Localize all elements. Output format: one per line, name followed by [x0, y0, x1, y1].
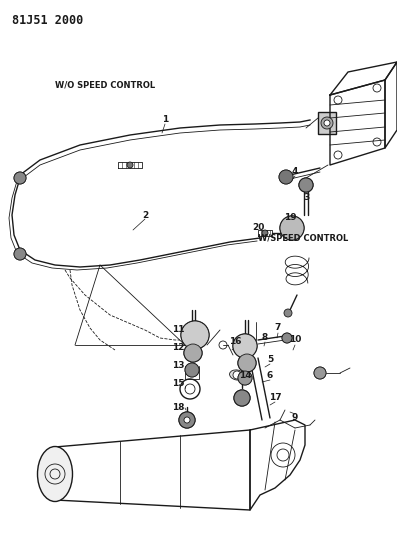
Ellipse shape: [37, 447, 73, 502]
Circle shape: [243, 359, 251, 367]
Text: 3: 3: [304, 193, 310, 203]
Text: 10: 10: [289, 335, 301, 344]
Text: 4: 4: [292, 167, 298, 176]
Text: W/O SPEED CONTROL: W/O SPEED CONTROL: [55, 80, 155, 90]
Circle shape: [280, 216, 304, 240]
Circle shape: [324, 120, 330, 126]
Text: 20: 20: [252, 223, 264, 232]
Text: 17: 17: [269, 393, 281, 402]
Text: 19: 19: [284, 214, 296, 222]
Circle shape: [184, 417, 190, 423]
Circle shape: [127, 162, 133, 168]
Text: 6: 6: [267, 372, 273, 381]
Text: 81J51 2000: 81J51 2000: [12, 14, 83, 27]
Circle shape: [233, 371, 241, 379]
Text: 9: 9: [292, 414, 298, 423]
Circle shape: [181, 321, 209, 349]
Text: 18: 18: [172, 403, 184, 413]
Text: 1: 1: [162, 116, 168, 125]
Text: 15: 15: [172, 379, 184, 389]
Circle shape: [238, 354, 256, 372]
Text: 2: 2: [142, 211, 148, 220]
Circle shape: [286, 222, 298, 234]
Text: 12: 12: [172, 343, 184, 352]
Text: 14: 14: [239, 372, 251, 381]
Circle shape: [188, 328, 202, 342]
Circle shape: [282, 333, 292, 343]
Circle shape: [185, 363, 199, 377]
Circle shape: [279, 170, 293, 184]
Text: 8: 8: [262, 334, 268, 343]
Text: W/SPEED CONTROL: W/SPEED CONTROL: [258, 233, 348, 243]
Circle shape: [238, 371, 252, 385]
Circle shape: [284, 309, 292, 317]
Circle shape: [262, 230, 268, 236]
Circle shape: [234, 390, 250, 406]
Circle shape: [179, 412, 195, 428]
Ellipse shape: [229, 370, 245, 380]
Circle shape: [233, 334, 257, 358]
FancyBboxPatch shape: [318, 112, 336, 134]
Text: 13: 13: [172, 361, 184, 370]
Circle shape: [14, 248, 26, 260]
Circle shape: [299, 178, 313, 192]
Circle shape: [17, 175, 23, 181]
Circle shape: [240, 341, 250, 351]
Circle shape: [314, 367, 326, 379]
Text: 7: 7: [275, 324, 281, 333]
Circle shape: [14, 172, 26, 184]
Text: 16: 16: [229, 337, 241, 346]
Text: 5: 5: [267, 356, 273, 365]
Text: 11: 11: [172, 326, 184, 335]
Circle shape: [321, 117, 333, 129]
Circle shape: [189, 349, 197, 357]
Circle shape: [184, 344, 202, 362]
Circle shape: [17, 251, 23, 257]
